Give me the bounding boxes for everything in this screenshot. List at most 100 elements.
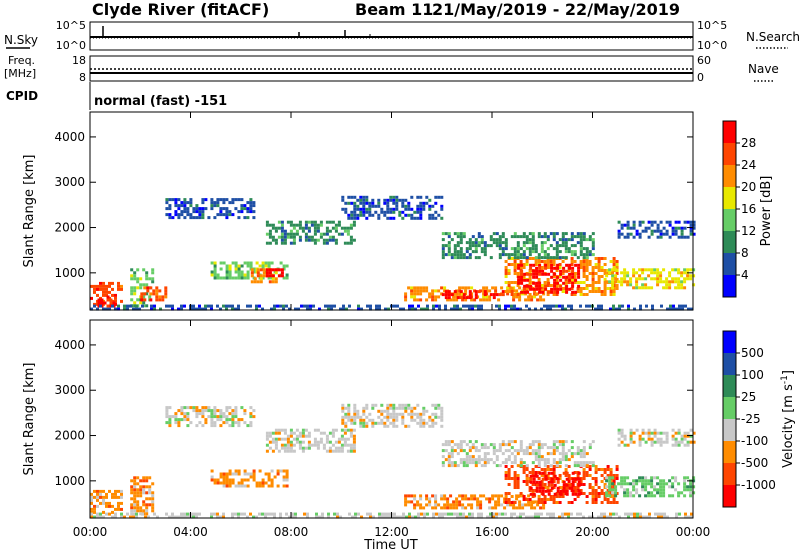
power-cell [444, 304, 447, 308]
power-cell [441, 247, 445, 251]
power-cell [620, 283, 624, 287]
velocity-cell [600, 512, 603, 516]
velocity-cell [142, 476, 146, 480]
power-cell [449, 298, 453, 302]
power-cell [455, 292, 459, 296]
power-cell [268, 271, 272, 275]
velocity-cell [498, 512, 501, 516]
power-cell [237, 210, 241, 214]
power-cell [189, 204, 193, 208]
velocity-cell [632, 479, 636, 483]
power-cell [561, 244, 565, 248]
power-cell [195, 307, 198, 311]
velocity-cell [222, 515, 225, 519]
power-cell [561, 290, 565, 293]
power-cell [626, 226, 630, 230]
velocity-cell [476, 497, 480, 501]
power-cell [456, 232, 460, 236]
velocity-cell [350, 421, 354, 425]
velocity-cell [594, 477, 598, 480]
velocity-cell [534, 515, 537, 519]
velocity-cell [328, 431, 332, 435]
power-cell [276, 304, 279, 308]
power-cell [489, 256, 493, 260]
power-cell [334, 241, 338, 245]
power-cell [582, 247, 586, 251]
velocity-cell [282, 484, 286, 488]
velocity-cell [352, 440, 356, 444]
power-cell [210, 273, 214, 277]
velocity-cell [510, 495, 514, 498]
velocity-cell [532, 477, 536, 481]
velocity-cell [201, 412, 205, 416]
velocity-cell [603, 468, 607, 471]
power-cell [192, 307, 195, 311]
power-cell [632, 223, 636, 227]
power-cell [96, 293, 99, 297]
power-cell [626, 223, 630, 227]
velocity-cell [579, 480, 583, 483]
power-cell [650, 286, 654, 290]
velocity-cell [626, 443, 630, 447]
power-cell [609, 307, 612, 311]
power-cell [441, 253, 445, 257]
power-cell [653, 268, 657, 272]
power-cell [674, 277, 678, 281]
power-cell [295, 223, 299, 227]
velocity-cell [213, 421, 217, 425]
power-cell [692, 283, 696, 287]
velocity-cell [148, 485, 152, 489]
velocity-cell [177, 424, 181, 428]
velocity-cell [395, 418, 399, 422]
power-cell [669, 307, 672, 311]
velocity-cell [404, 409, 408, 413]
power-cell [489, 244, 493, 248]
velocity-cell [465, 515, 468, 519]
velocity-cell [117, 489, 120, 493]
velocity-cell [585, 461, 589, 465]
velocity-cell [513, 458, 517, 462]
power-cell [535, 281, 539, 285]
velocity-cell [419, 494, 423, 498]
velocity-cell [177, 515, 180, 519]
power-cell [285, 304, 288, 308]
power-cell [525, 241, 529, 245]
velocity-cell [392, 409, 396, 413]
velocity-cell [546, 452, 550, 456]
velocity-cell [678, 512, 681, 516]
velocity-colorbar-swatch [723, 463, 736, 485]
power-cell [111, 281, 114, 285]
velocity-cell [620, 476, 624, 480]
velocity-cell [594, 468, 598, 471]
velocity-cell [647, 482, 651, 486]
power-cell [177, 307, 180, 311]
power-cell [204, 198, 208, 202]
power-cell [416, 286, 420, 290]
velocity-cell [353, 406, 357, 410]
velocity-cell [148, 488, 152, 492]
power-cell [513, 235, 517, 239]
velocity-cell [629, 491, 633, 495]
power-cell [517, 266, 521, 270]
velocity-cell [611, 476, 615, 480]
power-cell [268, 232, 272, 236]
power-cell [543, 250, 547, 254]
power-cell [668, 223, 672, 227]
velocity-cell [671, 476, 675, 480]
velocity-cell [477, 461, 481, 465]
velocity-cell [525, 474, 529, 477]
power-cell [459, 307, 462, 311]
power-cell [111, 304, 114, 308]
velocity-cell [210, 512, 213, 516]
power-cell [474, 290, 478, 294]
power-cell [498, 293, 502, 297]
velocity-cell [222, 512, 225, 516]
power-cell [668, 220, 672, 224]
velocity-cell [565, 486, 569, 490]
power-cell [210, 270, 214, 274]
power-cell [571, 281, 575, 285]
power-cell [99, 281, 102, 285]
velocity-cell [591, 501, 595, 504]
velocity-cell [453, 464, 457, 468]
velocity-cell [105, 495, 108, 499]
